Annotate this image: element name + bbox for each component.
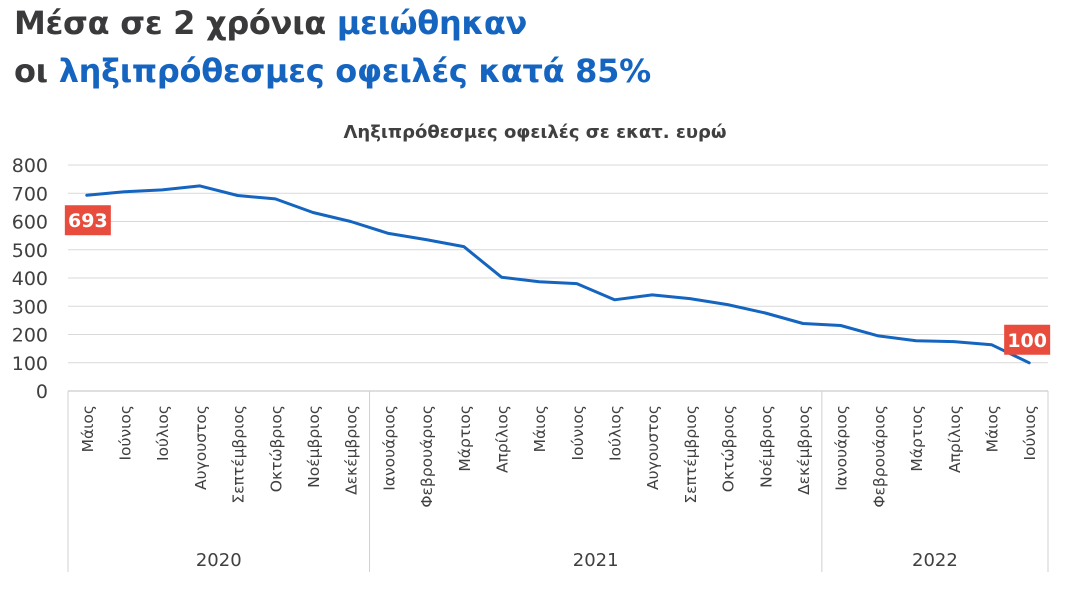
x-tick-label: Σεπτέμβριος [230, 405, 248, 504]
x-axis: Μάιος Ιούνιος Ιούλιος Αυγουστος Σεπτέμβριος Ο… [67, 390, 1049, 572]
y-tick-label: 300 [12, 296, 48, 318]
data-point [952, 340, 955, 343]
x-tick-label: Ιούνιος [1021, 405, 1039, 461]
data-point [85, 194, 89, 197]
data-point [123, 190, 126, 194]
data-point [764, 311, 767, 315]
data-point [877, 334, 880, 338]
year-label: 2022 [912, 550, 958, 571]
headline-part-highlight: ληξιπρόθεσμες οφειλές κατά 85% [58, 52, 651, 90]
x-tick-label: Οκτώβριος [267, 405, 285, 492]
data-point [1027, 361, 1031, 364]
data-point [839, 324, 842, 327]
x-tick-label: Φεβρουάριος [870, 405, 888, 508]
y-tick-label: 0 [36, 381, 48, 403]
x-tick-label: Μάιος [531, 405, 549, 452]
x-tick-label: Φεβρουάριος [418, 405, 436, 508]
data-point [462, 245, 465, 248]
y-tick-label: 700 [12, 183, 48, 205]
x-tick-label: Δεκέμβριος [795, 405, 813, 495]
x-tick-label: Αυγουστος [192, 405, 210, 490]
y-tick-label: 200 [12, 325, 48, 347]
x-tick-label: Ιανουάριος [833, 405, 851, 491]
year-label: 2021 [573, 550, 619, 571]
y-tick-label: 100 [12, 353, 48, 375]
x-tick-label: Μάιος [983, 405, 1001, 452]
y-tick-label: 400 [12, 268, 48, 290]
data-point [613, 298, 616, 301]
data-point [161, 188, 164, 192]
x-tick-label: Νοέμβριος [305, 405, 323, 488]
data-point [651, 293, 654, 297]
data-point [236, 194, 239, 197]
y-axis-ticks: 0 100 200 300 400 500 600 700 800 [12, 155, 48, 403]
x-tick-label: Ιούλιος [154, 405, 172, 461]
series-line [85, 184, 1031, 365]
headline-line-1: Μέσα σε 2 χρόνια μειώθηκαν [14, 4, 527, 42]
data-label-box [64, 205, 111, 236]
x-tick-label: Μάρτιος [908, 405, 926, 472]
x-tick-label: Μάρτιος [456, 405, 474, 472]
data-point [726, 303, 729, 306]
series-line-layer [85, 184, 1031, 365]
x-tick-label: Νοέμβριος [757, 405, 775, 488]
headline-part-dark: οι [14, 52, 59, 90]
x-tick-label: Απρίλιος [493, 405, 511, 473]
data-point [537, 280, 541, 283]
data-point [311, 211, 315, 214]
y-tick-label: 500 [12, 240, 48, 262]
data-label-first: 693 [68, 210, 108, 232]
x-tick-label: Μάιος [79, 405, 97, 452]
data-point [424, 238, 428, 241]
chart-title: Ληξιπρόθεσμες οφειλές σε εκατ. ευρώ [343, 122, 726, 143]
data-point [914, 339, 918, 342]
headline-part-dark: Μέσα σε 2 χρόνια [14, 4, 337, 42]
data-point [500, 275, 503, 279]
data-point [575, 282, 579, 285]
headline-line-2: οι ληξιπρόθεσμες οφειλές κατά 85% [14, 52, 651, 90]
data-label-last: 100 [1007, 330, 1047, 352]
data-point [387, 232, 390, 235]
y-tick-label: 800 [12, 155, 48, 177]
y-tick-label: 600 [12, 212, 48, 234]
x-tick-label: Ιανουάριος [380, 405, 398, 491]
data-labels: 693 100 [64, 205, 1051, 355]
grid-lines [68, 164, 1048, 364]
data-point [274, 197, 277, 201]
x-tick-label: Αυγουστος [644, 405, 662, 490]
x-tick-label: Απρίλιος [946, 405, 964, 473]
x-tick-label: Σεπτέμβριος [682, 405, 700, 504]
data-point [801, 322, 805, 325]
data-point [198, 184, 202, 188]
headline-part-highlight: μειώθηκαν [336, 4, 528, 42]
x-tick-label: Οκτώβριος [720, 405, 738, 492]
data-label-box [1004, 324, 1051, 355]
x-tick-label: Ιούλιος [607, 405, 625, 461]
x-tick-label: Δεκέμβριος [343, 405, 361, 495]
x-tick-label: Ιούνιος [569, 405, 587, 461]
data-point [349, 220, 352, 223]
year-label: 2020 [196, 550, 242, 571]
data-point [688, 297, 692, 300]
x-tick-label: Ιούνιος [117, 405, 135, 461]
data-point [990, 343, 993, 346]
